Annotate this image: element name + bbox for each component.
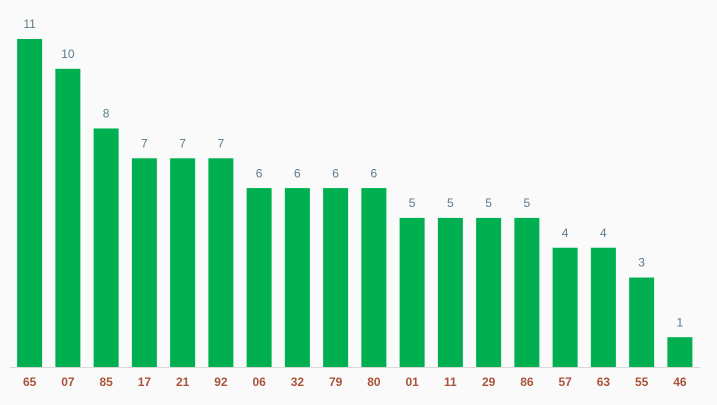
- data-label: 7: [141, 136, 148, 150]
- data-label: 5: [524, 196, 531, 210]
- data-label: 4: [600, 226, 607, 240]
- data-label: 4: [562, 226, 569, 240]
- bar: [323, 188, 349, 367]
- x-tick-label: 79: [329, 375, 343, 389]
- bar: [399, 217, 425, 367]
- data-label: 6: [332, 166, 339, 180]
- data-label: 11: [23, 17, 36, 31]
- x-tick-label: 29: [482, 375, 496, 389]
- bar: [17, 39, 43, 367]
- x-tick-label: 11: [444, 375, 457, 389]
- data-label: 6: [294, 166, 301, 180]
- bar: [208, 158, 234, 367]
- bar: [284, 188, 310, 367]
- data-label: 7: [218, 136, 225, 150]
- data-label: 6: [256, 166, 263, 180]
- x-tick-label: 17: [138, 375, 152, 389]
- data-label: 5: [485, 196, 492, 210]
- x-tick-label: 21: [176, 375, 190, 389]
- bar: [514, 217, 540, 367]
- data-label: 10: [61, 47, 75, 61]
- x-tick-label: 85: [99, 375, 113, 389]
- x-tick-label: 86: [520, 375, 534, 389]
- bar: [131, 158, 157, 367]
- x-tick-label: 92: [214, 375, 228, 389]
- bar: [437, 217, 463, 367]
- data-label: 5: [447, 196, 454, 210]
- bar: [93, 128, 119, 367]
- bar: [476, 217, 502, 367]
- x-tick-label: 80: [367, 375, 381, 389]
- x-tick-label: 07: [61, 375, 75, 389]
- x-tick-label: 63: [597, 375, 611, 389]
- x-tick-label: 65: [23, 375, 37, 389]
- x-tick-label: 57: [558, 375, 572, 389]
- bar: [170, 158, 196, 367]
- x-tick-label: 55: [635, 375, 649, 389]
- data-label: 8: [103, 107, 110, 121]
- bar: [55, 68, 81, 368]
- x-tick-label: 32: [291, 375, 305, 389]
- bar: [246, 188, 272, 367]
- x-tick-label: 01: [405, 375, 419, 389]
- data-label: 1: [677, 315, 684, 329]
- x-tick-label: 46: [673, 375, 687, 389]
- data-label: 7: [179, 136, 186, 150]
- bar: [629, 277, 655, 367]
- bar: [590, 247, 616, 367]
- bar: [667, 337, 693, 367]
- x-tick-label: 06: [252, 375, 266, 389]
- bar: [361, 188, 387, 367]
- data-label: 3: [638, 256, 645, 270]
- data-label: 5: [409, 196, 416, 210]
- bar: [552, 247, 578, 367]
- data-label: 6: [371, 166, 378, 180]
